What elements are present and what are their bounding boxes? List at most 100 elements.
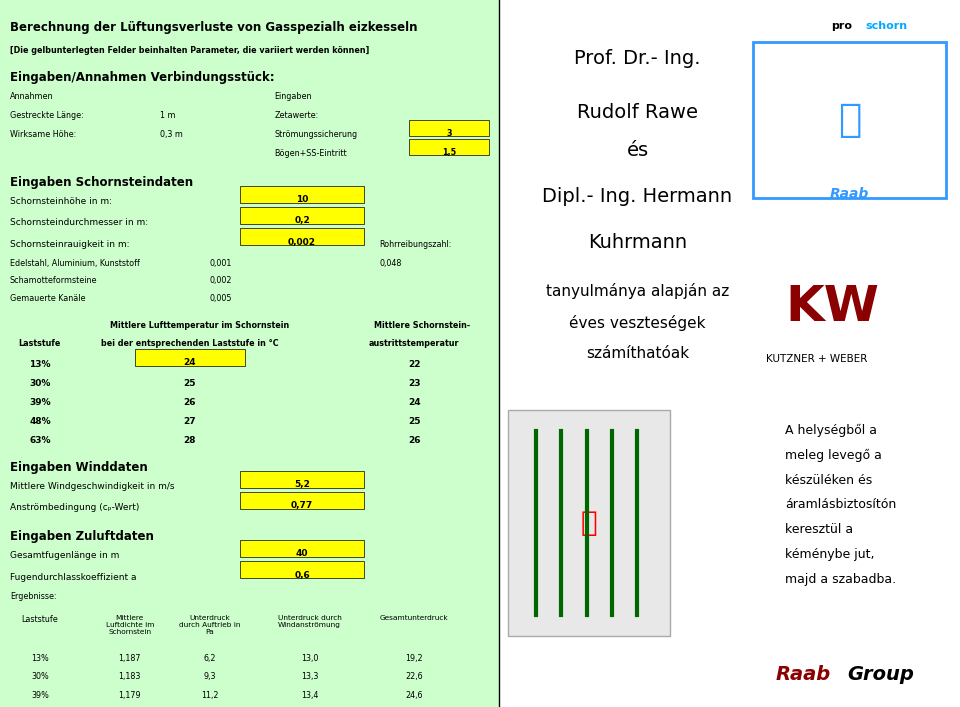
Text: Group: Group bbox=[847, 665, 914, 684]
Text: Prof. Dr.- Ing.: Prof. Dr.- Ing. bbox=[574, 49, 701, 69]
Text: 22,6: 22,6 bbox=[405, 672, 423, 682]
Text: 13%: 13% bbox=[31, 654, 49, 663]
Text: Ergebnisse:: Ergebnisse: bbox=[10, 592, 57, 602]
FancyBboxPatch shape bbox=[0, 0, 499, 707]
Text: Rudolf Rawe: Rudolf Rawe bbox=[577, 103, 698, 122]
Text: 5,2: 5,2 bbox=[294, 480, 310, 489]
Text: Bögen+SS-Eintritt: Bögen+SS-Eintritt bbox=[275, 149, 348, 158]
FancyBboxPatch shape bbox=[240, 540, 365, 557]
Text: 1,187: 1,187 bbox=[118, 654, 141, 663]
Text: 1,179: 1,179 bbox=[118, 691, 141, 700]
Text: Eingaben Schornsteindaten: Eingaben Schornsteindaten bbox=[10, 176, 193, 189]
Text: KW: KW bbox=[785, 283, 878, 331]
Text: Eingaben Zuluftdaten: Eingaben Zuluftdaten bbox=[10, 530, 154, 543]
Text: 🐦: 🐦 bbox=[838, 101, 861, 139]
Text: 13,3: 13,3 bbox=[300, 672, 318, 682]
Text: Schornsteinrauigkeit in m:: Schornsteinrauigkeit in m: bbox=[10, 240, 130, 249]
Text: számíthatóak: számíthatóak bbox=[586, 346, 689, 361]
Text: 30%: 30% bbox=[31, 672, 49, 682]
FancyBboxPatch shape bbox=[509, 410, 670, 636]
Text: tanyulmánya alapján az: tanyulmánya alapján az bbox=[546, 283, 729, 299]
Text: Wirksame Höhe:: Wirksame Höhe: bbox=[10, 130, 76, 139]
Text: Annahmen: Annahmen bbox=[10, 92, 54, 101]
Text: Gesamtfugenlänge in m: Gesamtfugenlänge in m bbox=[10, 551, 119, 561]
Text: 40: 40 bbox=[296, 549, 308, 559]
Text: 0,002: 0,002 bbox=[288, 238, 316, 247]
Text: Laststufe: Laststufe bbox=[21, 615, 59, 624]
Text: Mittlere Windgeschwindigkeit in m/s: Mittlere Windgeschwindigkeit in m/s bbox=[10, 482, 175, 491]
Text: Eingaben: Eingaben bbox=[275, 92, 312, 101]
Text: és: és bbox=[626, 141, 649, 160]
Text: 24: 24 bbox=[408, 398, 420, 407]
Text: Schornsteinhöhe in m:: Schornsteinhöhe in m: bbox=[10, 197, 112, 206]
Text: 0,6: 0,6 bbox=[294, 571, 310, 580]
Text: 0,2: 0,2 bbox=[294, 216, 310, 226]
Text: 26: 26 bbox=[183, 398, 196, 407]
Text: 1 m: 1 m bbox=[159, 111, 176, 120]
FancyBboxPatch shape bbox=[134, 349, 245, 366]
Text: 24,6: 24,6 bbox=[405, 691, 423, 700]
Text: majd a szabadba.: majd a szabadba. bbox=[785, 573, 896, 585]
Text: Unterdruck durch
Windanströmung: Unterdruck durch Windanströmung bbox=[277, 615, 342, 628]
Text: 0,048: 0,048 bbox=[379, 259, 402, 268]
Text: Dipl.- Ing. Hermann: Dipl.- Ing. Hermann bbox=[542, 187, 732, 206]
Text: 13,4: 13,4 bbox=[300, 691, 318, 700]
Text: 1,5: 1,5 bbox=[443, 148, 456, 157]
Text: 30%: 30% bbox=[29, 379, 51, 388]
Text: bei der entsprechenden Laststufe in °C: bei der entsprechenden Laststufe in °C bbox=[101, 339, 278, 348]
FancyBboxPatch shape bbox=[409, 139, 490, 155]
Text: Gesamtunterdruck: Gesamtunterdruck bbox=[380, 615, 448, 621]
Text: 25: 25 bbox=[408, 417, 420, 426]
Text: 22: 22 bbox=[408, 360, 420, 369]
Text: keresztül a: keresztül a bbox=[785, 523, 853, 536]
Text: Edelstahl, Aluminium, Kunststoff: Edelstahl, Aluminium, Kunststoff bbox=[10, 259, 140, 268]
FancyBboxPatch shape bbox=[753, 42, 947, 198]
Text: 10: 10 bbox=[296, 195, 308, 204]
Text: 11,2: 11,2 bbox=[201, 691, 219, 700]
Text: 🔥: 🔥 bbox=[581, 509, 597, 537]
Text: 0,77: 0,77 bbox=[291, 501, 313, 510]
Text: 23: 23 bbox=[408, 379, 420, 388]
Text: 0,3 m: 0,3 m bbox=[159, 130, 182, 139]
Text: Schamotteformsteine: Schamotteformsteine bbox=[10, 276, 98, 286]
FancyBboxPatch shape bbox=[240, 228, 365, 245]
Text: Mittlere
Luftdichte im
Schornstein: Mittlere Luftdichte im Schornstein bbox=[106, 615, 154, 635]
Text: schorn: schorn bbox=[866, 21, 907, 31]
Text: [Die gelbunterlegten Felder beinhalten Parameter, die variiert werden können]: [Die gelbunterlegten Felder beinhalten P… bbox=[10, 46, 370, 55]
Text: A helységből a: A helységből a bbox=[785, 424, 876, 438]
Text: 26: 26 bbox=[408, 436, 420, 445]
Text: meleg levegő a: meleg levegő a bbox=[785, 449, 882, 462]
Text: 6,2: 6,2 bbox=[204, 654, 216, 663]
Text: 1,183: 1,183 bbox=[119, 672, 141, 682]
Text: 28: 28 bbox=[183, 436, 196, 445]
Text: áramlásbiztosítón: áramlásbiztosítón bbox=[785, 498, 896, 511]
Text: 39%: 39% bbox=[31, 691, 49, 700]
Text: 19,2: 19,2 bbox=[405, 654, 423, 663]
Text: Raab: Raab bbox=[776, 665, 831, 684]
Text: Unterdruck
durch Auftrieb in
Pa: Unterdruck durch Auftrieb in Pa bbox=[179, 615, 240, 635]
Text: Rohrreibungszahl:: Rohrreibungszahl: bbox=[379, 240, 452, 249]
Text: 9,3: 9,3 bbox=[204, 672, 216, 682]
Text: Berechnung der Lüftungsverluste von Gasspezialh eizkesseln: Berechnung der Lüftungsverluste von Gass… bbox=[10, 21, 418, 34]
Text: 3: 3 bbox=[446, 129, 452, 138]
Text: 13%: 13% bbox=[29, 360, 51, 369]
Text: 0,001: 0,001 bbox=[209, 259, 232, 268]
Text: Raab: Raab bbox=[829, 187, 869, 201]
Text: Kuhrmann: Kuhrmann bbox=[588, 233, 687, 252]
Text: austrittstemperatur: austrittstemperatur bbox=[369, 339, 460, 348]
Text: 27: 27 bbox=[183, 417, 196, 426]
Text: 0,005: 0,005 bbox=[209, 294, 232, 303]
FancyBboxPatch shape bbox=[240, 471, 365, 488]
Text: Eingaben/Annahmen Verbindungsstück:: Eingaben/Annahmen Verbindungsstück: bbox=[10, 71, 275, 83]
Text: Zetawerte:: Zetawerte: bbox=[275, 111, 319, 120]
FancyBboxPatch shape bbox=[240, 207, 365, 224]
Text: Mittlere Schornstein-: Mittlere Schornstein- bbox=[374, 321, 470, 330]
Text: kéménybe jut,: kéménybe jut, bbox=[785, 548, 875, 561]
FancyBboxPatch shape bbox=[409, 120, 490, 136]
Text: készüléken és: készüléken és bbox=[785, 474, 872, 486]
Text: 25: 25 bbox=[183, 379, 196, 388]
Text: 63%: 63% bbox=[29, 436, 51, 445]
Text: Anströmbedingung (cₚ-Wert): Anströmbedingung (cₚ-Wert) bbox=[10, 503, 139, 513]
Text: Fugendurchlasskoeffizient a: Fugendurchlasskoeffizient a bbox=[10, 573, 136, 582]
Text: 24: 24 bbox=[183, 358, 196, 367]
